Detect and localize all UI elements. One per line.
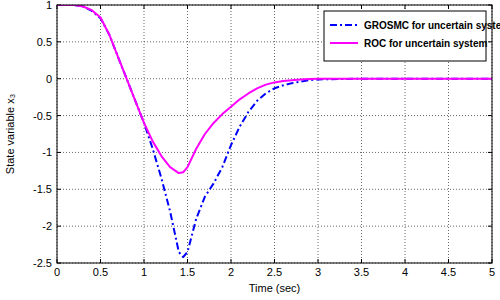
x-tick-label: 3.5 (354, 266, 369, 278)
x-tick (405, 259, 406, 263)
x-grid-line (318, 5, 319, 263)
y-tick (488, 115, 492, 116)
x-tick (231, 5, 232, 9)
x-tick (448, 5, 449, 9)
legend-label: GROSMC for uncertain system (364, 20, 500, 31)
x-tick (100, 259, 101, 263)
x-tick (361, 259, 362, 263)
y-tick (57, 115, 61, 116)
y-tick (57, 189, 61, 190)
y-grid-line (57, 189, 492, 190)
x-tick (231, 259, 232, 263)
x-tick (361, 5, 362, 9)
x-grid-line (144, 5, 145, 263)
x-grid-line (187, 5, 188, 263)
x-tick-label: 5 (489, 266, 495, 278)
y-tick-label: -1.5 (33, 183, 52, 195)
x-tick (187, 259, 188, 263)
legend-label: ROC for uncertain system (364, 38, 487, 49)
x-tick (144, 5, 145, 9)
x-tick-label: 0 (54, 266, 60, 278)
legend-box (324, 11, 486, 61)
y-tick (57, 78, 61, 79)
y-tick (488, 152, 492, 153)
y-tick (488, 226, 492, 227)
y-grid-line (57, 226, 492, 227)
y-tick (488, 41, 492, 42)
y-tick-label: -1 (42, 146, 52, 158)
y-grid-line (57, 115, 492, 116)
grid (57, 5, 492, 263)
y-tick (57, 152, 61, 153)
x-tick (318, 259, 319, 263)
x-axis-label: Time (sec) (249, 282, 301, 294)
legend-swatch (330, 42, 358, 44)
x-tick-label: 3 (315, 266, 321, 278)
x-grid-line (231, 5, 232, 263)
y-tick-label: -2.5 (33, 257, 52, 269)
x-tick (274, 5, 275, 9)
chart-container: 0 0.5 1 1.5 2 2.5 3 3.5 4 4.5 5 -2.5 -2 -1.5 -1 -0.5 0 0.… (0, 0, 500, 300)
x-grid-line (100, 5, 101, 263)
y-tick (57, 226, 61, 227)
plot-frame (57, 5, 492, 263)
y-tick (57, 41, 61, 42)
y-tick-label: 0.5 (37, 36, 52, 48)
x-tick-label: 1.5 (180, 266, 195, 278)
y-grid-line (57, 152, 492, 153)
x-tick (144, 259, 145, 263)
x-tick (187, 5, 188, 9)
series-group (57, 5, 492, 257)
x-tick-label: 2.5 (267, 266, 282, 278)
x-grid-line (274, 5, 275, 263)
x-tick (318, 5, 319, 9)
plot-background (57, 5, 492, 263)
x-tick (448, 259, 449, 263)
chart: 0 0.5 1 1.5 2 2.5 3 3.5 4 4.5 5 -2.5 -2 -1.5 -1 -0.5 0 0.… (0, 0, 500, 300)
x-tick-label: 1 (141, 266, 147, 278)
legend: GROSMC for uncertain system ROC for uncer… (324, 11, 500, 61)
x-tick-label: 4.5 (441, 266, 456, 278)
legend-swatch (330, 24, 358, 26)
x-tick (274, 259, 275, 263)
y-tick-label: 1 (46, 0, 52, 11)
y-tick-label: -0.5 (33, 110, 52, 122)
x-tick-label: 2 (228, 266, 234, 278)
y-tick-label: 0 (46, 73, 52, 85)
y-tick (488, 189, 492, 190)
x-tick-label: 4 (402, 266, 408, 278)
y-axis-label: State variable x₃ (4, 94, 16, 174)
x-tick (405, 5, 406, 9)
x-tick-label: 0.5 (93, 266, 108, 278)
y-tick-label: -2 (42, 220, 52, 232)
x-tick (100, 5, 101, 9)
series-line (57, 5, 492, 257)
